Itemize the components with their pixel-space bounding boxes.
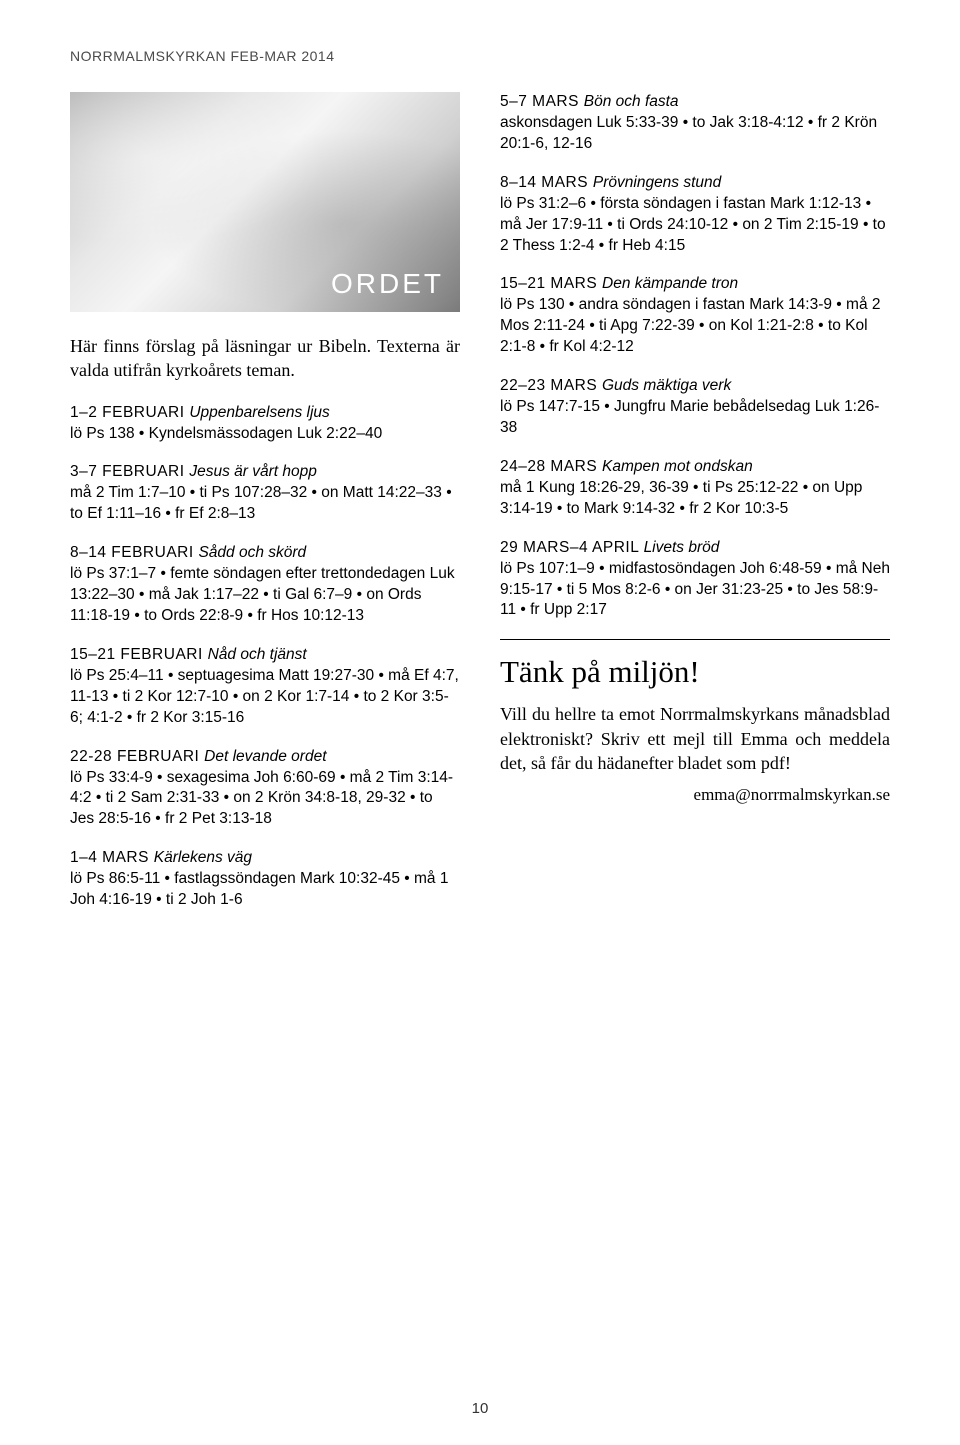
section-date-range: 1–2 FEBRUARI xyxy=(70,404,189,421)
section-date-range: 22–23 MARS xyxy=(500,377,602,394)
image-overlay-label: ORDET xyxy=(331,268,444,300)
section-date-range: 3–7 FEBRUARI xyxy=(70,463,189,480)
hero-image: ORDET xyxy=(70,92,460,312)
reading-section: 15–21 MARS Den kämpande tronlö Ps 130 • … xyxy=(500,274,890,358)
section-body: askonsdagen Luk 5:33-39 • to Jak 3:18-4:… xyxy=(500,113,890,155)
section-body: lö Ps 33:4-9 • sexagesima Joh 6:60-69 • … xyxy=(70,768,460,831)
section-body: lö Ps 138 • Kyndelsmässodagen Luk 2:22–4… xyxy=(70,424,460,445)
reading-section: 8–14 FEBRUARI Sådd och skördlö Ps 37:1–7… xyxy=(70,543,460,627)
section-theme: Nåd och tjänst xyxy=(208,646,307,663)
section-title: 8–14 FEBRUARI Sådd och skörd xyxy=(70,543,460,564)
section-date-range: 5–7 MARS xyxy=(500,93,584,110)
section-title: 8–14 MARS Prövningens stund xyxy=(500,173,890,194)
reading-section: 1–2 FEBRUARI Uppenbarelsens ljuslö Ps 13… xyxy=(70,403,460,445)
section-title: 3–7 FEBRUARI Jesus är vårt hopp xyxy=(70,462,460,483)
intro-paragraph: Här finns förslag på läsningar ur Bibeln… xyxy=(70,334,460,383)
page-number: 10 xyxy=(472,1400,489,1417)
reading-section: 3–7 FEBRUARI Jesus är vårt hoppmå 2 Tim … xyxy=(70,462,460,525)
section-date-range: 22-28 FEBRUARI xyxy=(70,748,204,765)
section-body: må 2 Tim 1:7–10 • ti Ps 107:28–32 • on M… xyxy=(70,483,460,525)
section-body: lö Ps 147:7-15 • Jungfru Marie bebådelse… xyxy=(500,397,890,439)
page-header: NORRMALMSKYRKAN FEB-MAR 2014 xyxy=(70,48,890,64)
section-theme: Uppenbarelsens ljus xyxy=(189,404,329,421)
left-column: ORDET Här finns förslag på läsningar ur … xyxy=(70,92,460,929)
section-theme: Sådd och skörd xyxy=(198,544,306,561)
reading-section: 5–7 MARS Bön och fastaaskonsdagen Luk 5:… xyxy=(500,92,890,155)
two-column-layout: ORDET Här finns förslag på läsningar ur … xyxy=(70,92,890,929)
section-theme: Kampen mot ondskan xyxy=(602,458,753,475)
miljo-body-text: Vill du hellre ta emot Norrmalms­kyrkans… xyxy=(500,702,890,775)
reading-section: 24–28 MARS Kampen mot ondskanmå 1 Kung 1… xyxy=(500,457,890,520)
section-body: lö Ps 37:1–7 • femte söndagen efter tret… xyxy=(70,564,460,627)
section-date-range: 8–14 MARS xyxy=(500,174,593,191)
section-body: lö Ps 25:4–11 • septuagesima Matt 19:27-… xyxy=(70,666,460,729)
reading-section: 22-28 FEBRUARI Det levande ordetlö Ps 33… xyxy=(70,747,460,831)
section-title: 1–4 MARS Kärlekens väg xyxy=(70,848,460,869)
section-theme: Kärlekens väg xyxy=(154,849,252,866)
section-title: 15–21 FEBRUARI Nåd och tjänst xyxy=(70,645,460,666)
section-date-range: 24–28 MARS xyxy=(500,458,602,475)
section-theme: Den kämpande tron xyxy=(602,275,738,292)
section-body: lö Ps 107:1–9 • midfastosöndagen Joh 6:4… xyxy=(500,559,890,622)
section-theme: Bön och fasta xyxy=(584,93,679,110)
section-title: 22-28 FEBRUARI Det levande ordet xyxy=(70,747,460,768)
section-title: 15–21 MARS Den kämpande tron xyxy=(500,274,890,295)
section-theme: Det levande ordet xyxy=(204,748,326,765)
divider-line xyxy=(500,639,890,640)
miljo-email: emma@norrmalmskyrkan.se xyxy=(500,785,890,805)
right-sections-list: 5–7 MARS Bön och fastaaskonsdagen Luk 5:… xyxy=(500,92,890,621)
section-date-range: 15–21 MARS xyxy=(500,275,602,292)
section-body: lö Ps 86:5-11 • fastlagssöndagen Mark 10… xyxy=(70,869,460,911)
section-theme: Jesus är vårt hopp xyxy=(189,463,317,480)
section-title: 24–28 MARS Kampen mot ondskan xyxy=(500,457,890,478)
section-date-range: 8–14 FEBRUARI xyxy=(70,544,198,561)
section-title: 5–7 MARS Bön och fasta xyxy=(500,92,890,113)
section-body: lö Ps 130 • andra söndagen i fastan Mark… xyxy=(500,295,890,358)
reading-section: 1–4 MARS Kärlekens väglö Ps 86:5-11 • fa… xyxy=(70,848,460,911)
section-theme: Prövningens stund xyxy=(593,174,721,191)
reading-section: 29 MARS–4 APRIL Livets brödlö Ps 107:1–9… xyxy=(500,538,890,622)
reading-section: 15–21 FEBRUARI Nåd och tjänstlö Ps 25:4–… xyxy=(70,645,460,729)
section-date-range: 29 MARS–4 APRIL xyxy=(500,539,644,556)
reading-section: 8–14 MARS Prövningens stundlö Ps 31:2–6 … xyxy=(500,173,890,257)
left-sections-list: 1–2 FEBRUARI Uppenbarelsens ljuslö Ps 13… xyxy=(70,403,460,911)
right-column: 5–7 MARS Bön och fastaaskonsdagen Luk 5:… xyxy=(500,92,890,929)
section-title: 29 MARS–4 APRIL Livets bröd xyxy=(500,538,890,559)
reading-section: 22–23 MARS Guds mäktiga verklö Ps 147:7-… xyxy=(500,376,890,439)
section-title: 22–23 MARS Guds mäktiga verk xyxy=(500,376,890,397)
section-title: 1–2 FEBRUARI Uppenbarelsens ljus xyxy=(70,403,460,424)
section-date-range: 1–4 MARS xyxy=(70,849,154,866)
section-theme: Guds mäktiga verk xyxy=(602,377,731,394)
section-theme: Livets bröd xyxy=(644,539,720,556)
section-body: lö Ps 31:2–6 • första söndagen i fastan … xyxy=(500,194,890,257)
section-date-range: 15–21 FEBRUARI xyxy=(70,646,208,663)
miljo-heading: Tänk på miljön! xyxy=(500,654,890,690)
section-body: må 1 Kung 18:26-29, 36-39 • ti Ps 25:12-… xyxy=(500,478,890,520)
